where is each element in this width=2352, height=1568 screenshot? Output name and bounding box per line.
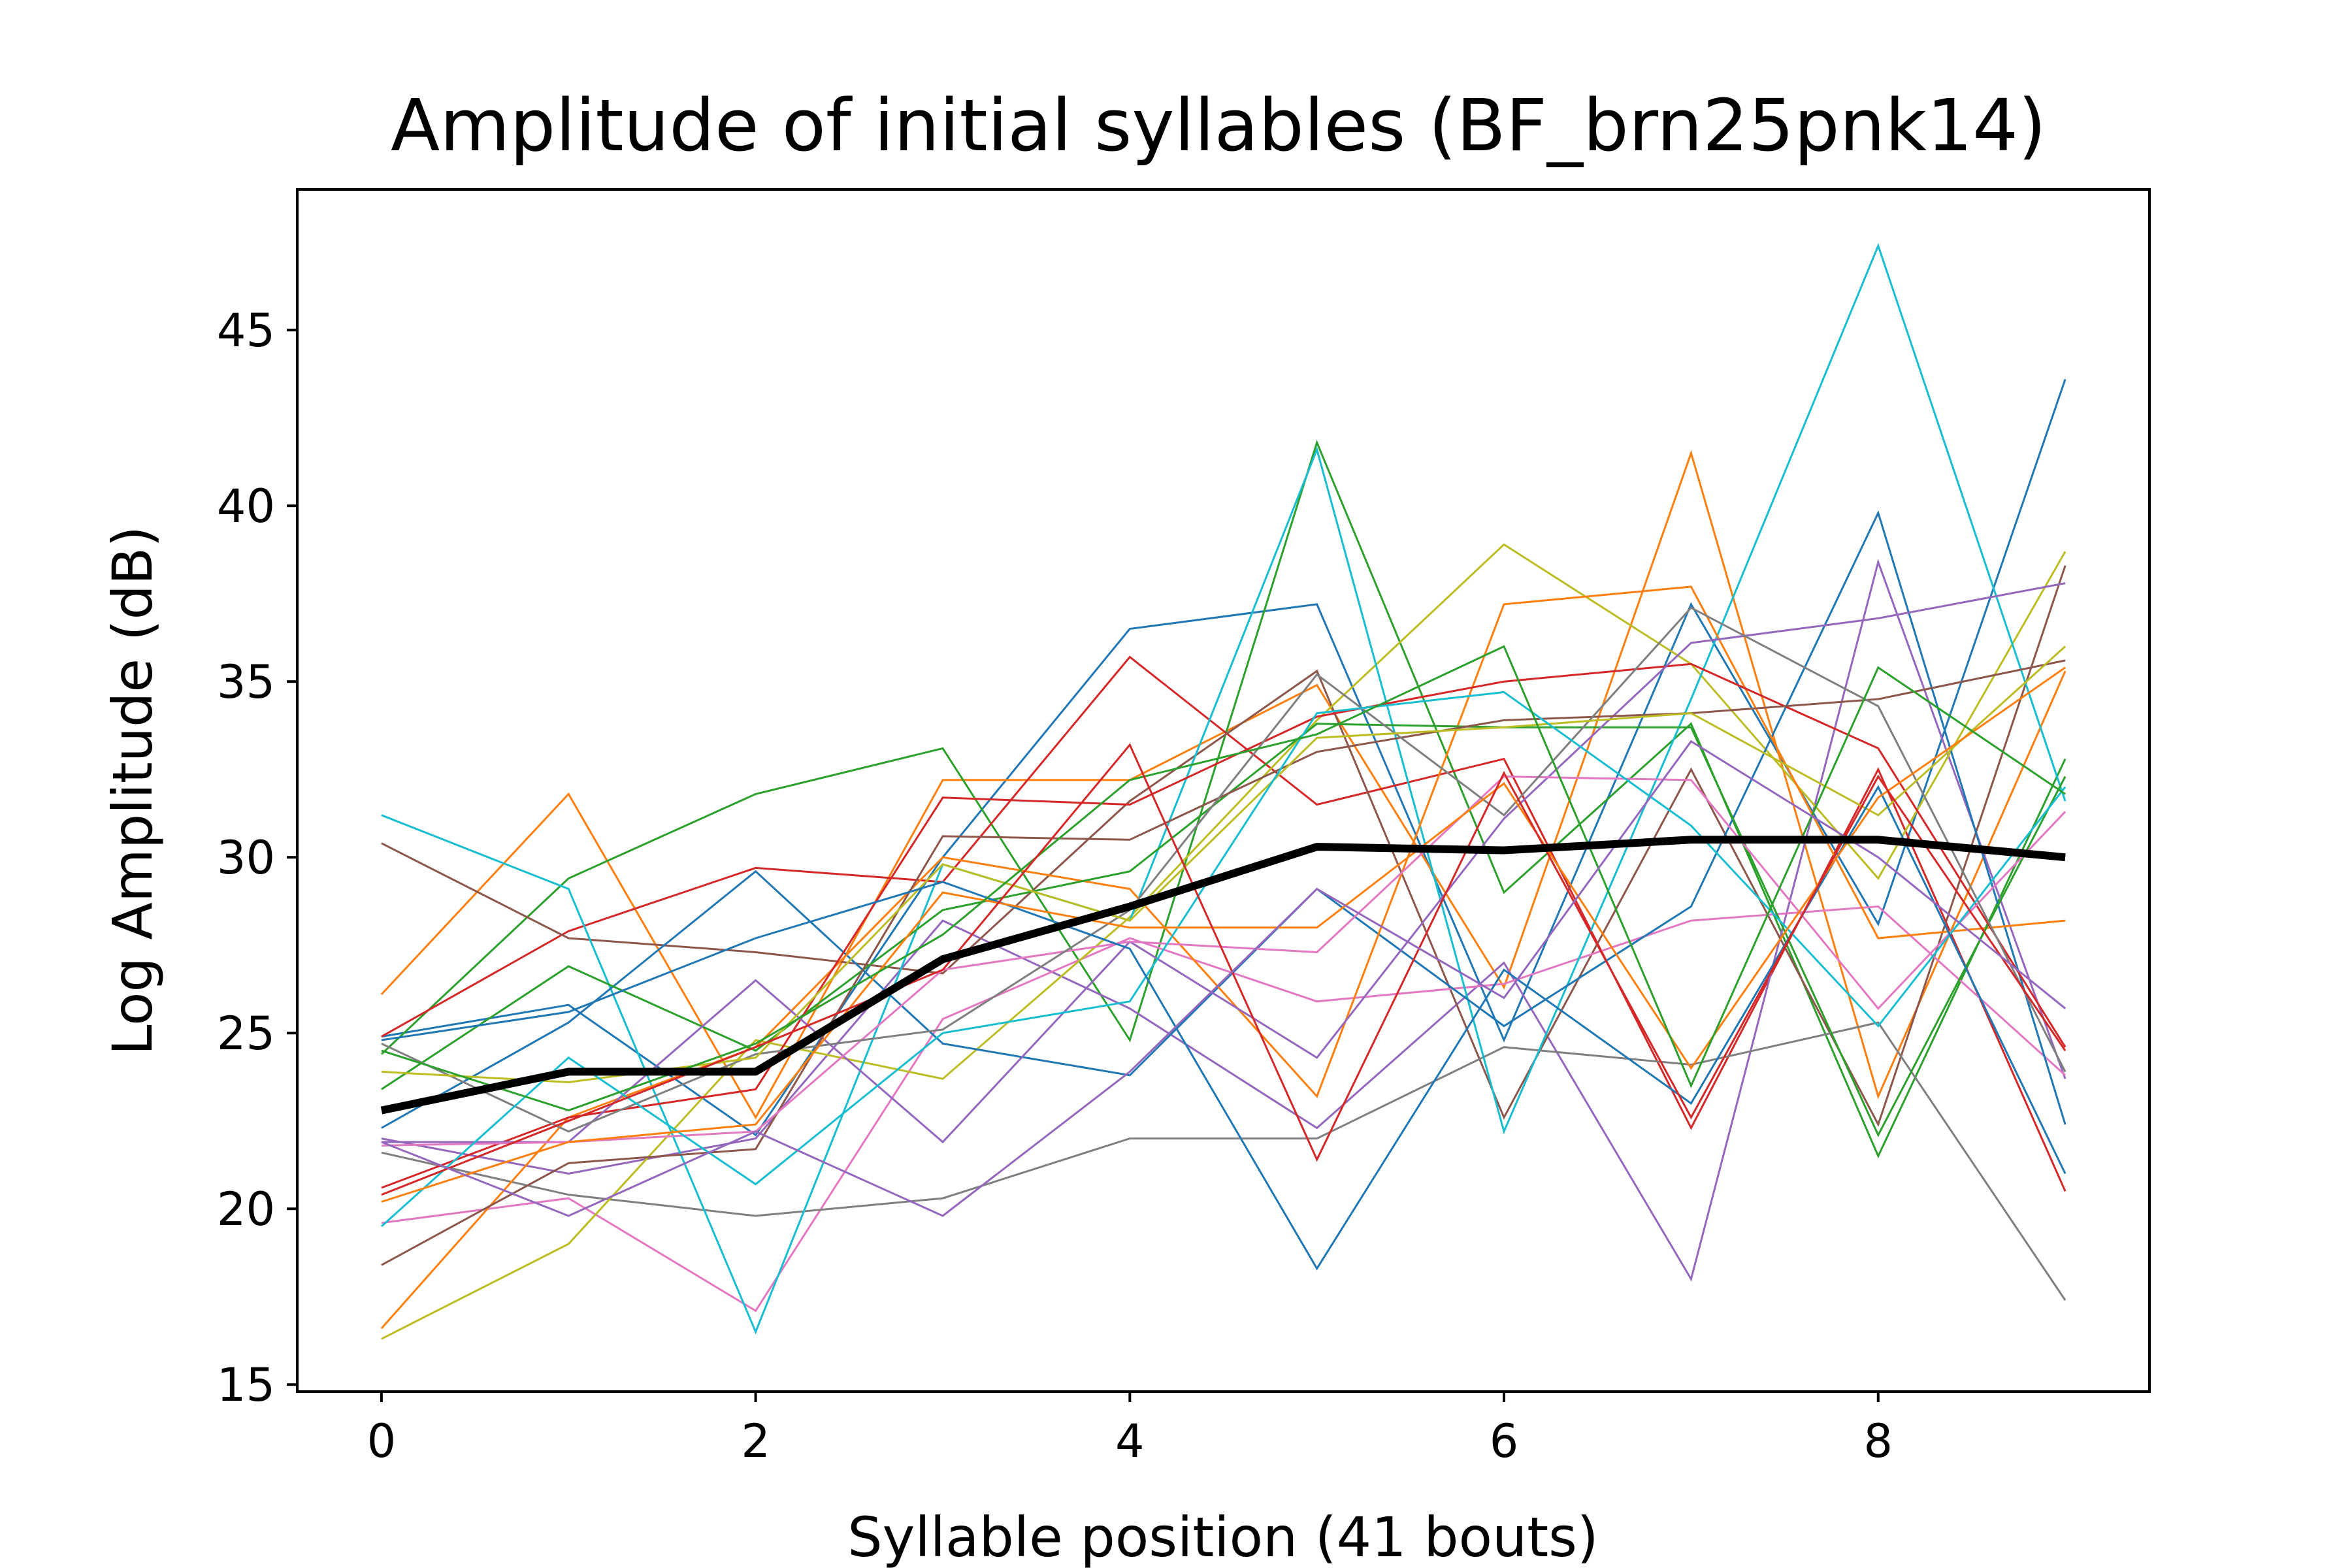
series-line-24	[381, 743, 2066, 1196]
series-line-20	[380, 691, 2066, 1228]
chart-title: Amplitude of initial syllables (BF_brn25…	[391, 84, 2046, 167]
series-line-17	[381, 775, 2066, 1147]
series-line-9	[381, 543, 2066, 1340]
x-axis-label: Syllable position (41 bouts)	[847, 1505, 1598, 1568]
plot-frame	[296, 188, 2151, 1393]
series-line-12	[380, 585, 2066, 1330]
series-layer	[380, 242, 2066, 1340]
y-tick-label: 35	[217, 655, 275, 709]
y-tick-label: 20	[217, 1183, 275, 1236]
y-tick-label: 30	[217, 831, 275, 885]
series-line-7	[381, 905, 2066, 1313]
series-line-23	[381, 645, 2066, 1112]
series-line-15	[381, 582, 2066, 1144]
y-tick-label: 25	[217, 1007, 275, 1060]
series-line-16	[381, 659, 2066, 1266]
x-tick-label: 6	[1490, 1414, 1519, 1468]
x-tick-label: 2	[741, 1414, 770, 1468]
series-line-13	[381, 723, 2066, 1137]
series-line-2	[380, 449, 2066, 1120]
series-line-18	[381, 606, 2066, 1133]
y-tick-label: 15	[217, 1358, 275, 1412]
series-line-8	[381, 1021, 2066, 1301]
series-line-22	[381, 666, 2066, 1203]
series-line-10	[381, 242, 2066, 1335]
x-axis-ticks: 0 2 4 6 8	[367, 1392, 1893, 1468]
x-tick-label: 0	[367, 1414, 397, 1468]
x-tick-label: 4	[1115, 1414, 1145, 1468]
mean-layer	[380, 836, 2066, 1115]
mean-line	[380, 836, 2066, 1115]
series-line-25	[381, 740, 2066, 1217]
series-line-11	[381, 510, 2066, 1129]
y-axis-label: Log Amplitude (dB)	[101, 526, 165, 1055]
y-axis-ticks: 15 20 25 30 35 40 45	[217, 304, 297, 1412]
series-line-3	[380, 440, 2066, 1159]
y-tick-label: 45	[217, 304, 275, 357]
y-tick-label: 40	[217, 480, 275, 533]
x-tick-label: 8	[1863, 1414, 1893, 1468]
